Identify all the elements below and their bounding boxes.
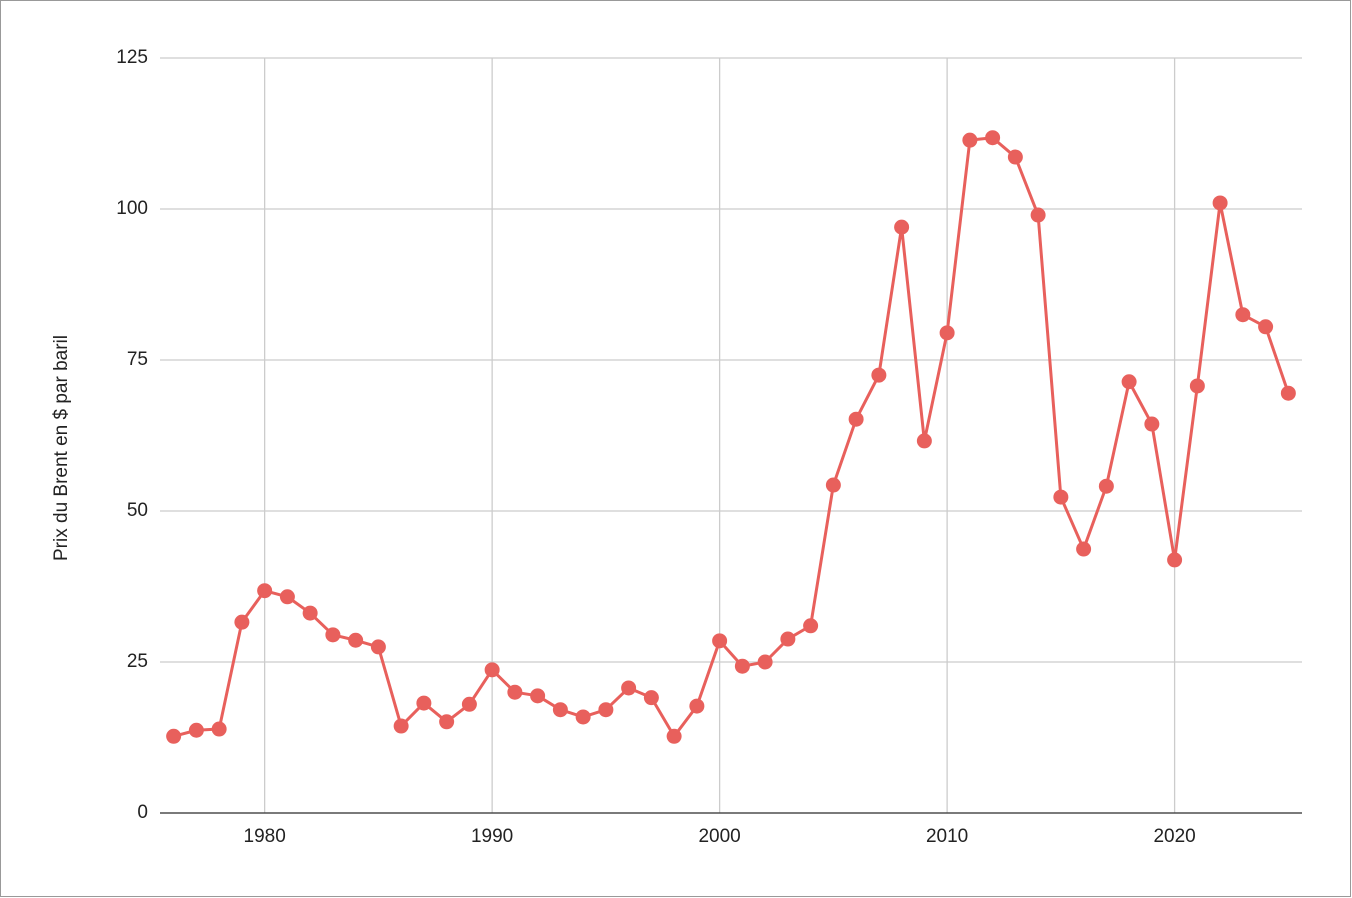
data-point [962,132,978,148]
data-point [393,718,409,734]
data-point [302,605,318,621]
data-point [348,632,364,648]
data-point [416,695,432,711]
data-point [1098,478,1114,494]
data-point [803,618,819,634]
data-point [1053,489,1069,505]
data-point [484,662,500,678]
y-tick-label: 75 [127,349,148,370]
data-point [666,728,682,744]
data-point [1258,319,1274,335]
data-point [894,219,910,235]
x-tick-label: 1990 [471,826,513,847]
data-point [234,614,250,630]
data-point [370,639,386,655]
data-point [439,714,455,730]
data-point [211,721,227,737]
data-point [825,477,841,493]
x-tick-label: 2000 [698,826,740,847]
data-point [939,325,955,341]
data-point [712,633,728,649]
data-point [916,433,932,449]
data-point [507,684,523,700]
data-point [1076,541,1092,557]
x-tick-label: 2010 [926,826,968,847]
y-axis-label: Prix du Brent en $ par baril [51,335,72,561]
data-point [1167,552,1183,568]
data-point [1007,149,1023,165]
data-point [643,690,659,706]
data-point [598,702,614,718]
data-point [757,654,773,670]
data-point [780,631,796,647]
data-point [985,130,1001,146]
y-tick-label: 100 [116,198,148,219]
data-point [530,688,546,704]
data-point [1212,195,1228,211]
data-point [621,680,637,696]
y-tick-label: 125 [116,47,148,68]
data-point [871,367,887,383]
data-point [1030,207,1046,223]
x-tick-label: 1980 [244,826,286,847]
y-tick-label: 0 [137,802,148,823]
x-tick-label: 2020 [1153,826,1195,847]
data-point [1121,374,1137,390]
data-point [689,698,705,714]
y-tick-label: 25 [127,651,148,672]
data-point [1280,385,1296,401]
data-point [257,583,273,599]
data-point [848,411,864,427]
data-point [734,658,750,674]
data-point [1235,307,1251,323]
data-point [461,696,477,712]
data-point [1189,378,1205,394]
data-point [1144,416,1160,432]
data-point [325,627,341,643]
data-point [279,589,295,605]
data-point [166,728,182,744]
y-tick-label: 50 [127,500,148,521]
data-point [575,709,591,725]
data-point [552,702,568,718]
data-point [188,722,204,738]
